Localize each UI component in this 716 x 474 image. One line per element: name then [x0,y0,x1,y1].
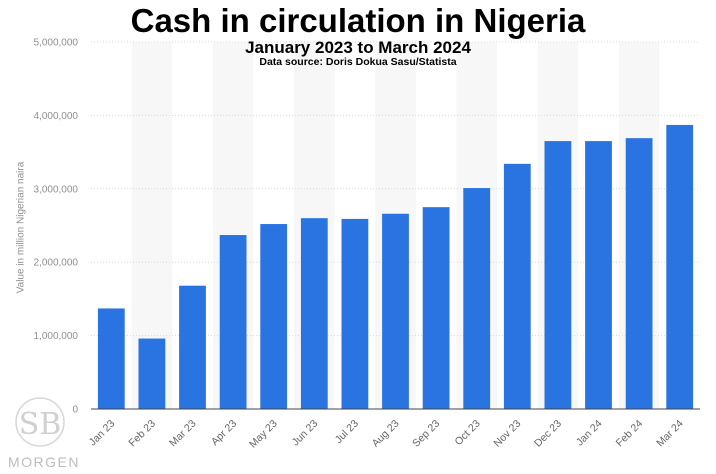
bar [382,213,409,409]
bar [503,163,531,409]
x-tick-label: Mar 24 [654,418,686,450]
y-tick-label: 0 [72,405,78,416]
y-tick-label: 1,000,000 [34,331,79,342]
bar [585,141,612,409]
y-axis-label: Value in million Nigerian naira [15,161,27,294]
chart-subtitle: January 2023 to March 2024 [245,38,471,57]
bars [97,124,694,410]
logo-wordmark: MORGEN [8,454,80,470]
y-tick-label: 5,000,000 [34,38,79,49]
x-tick-label: Dec 23 [532,418,564,450]
x-tick-label: May 23 [247,418,280,451]
bar [666,124,694,409]
y-tick-label: 3,000,000 [34,184,79,195]
data-source-note: Data source: Doris Dokua Sasu/Statista [259,56,457,68]
x-tick-label: Jan 23 [87,418,118,449]
bar [341,218,369,409]
bar [179,285,206,409]
x-tick-label: Sep 23 [410,418,442,450]
x-tick-label: Aug 23 [370,418,402,450]
x-tick-label: Mar 23 [167,418,199,450]
bar [97,308,125,409]
x-tick-label: Oct 23 [452,418,482,448]
logo-monogram: SB [19,407,62,442]
bar [463,188,491,409]
bar [300,218,328,409]
y-axis-tick-labels: 0 1,000,000 2,000,000 3,000,000 4,000,000 5,0… [34,38,79,416]
x-tick-label: Jun 23 [290,418,321,449]
x-tick-label: Apr 23 [209,418,239,448]
sb-morgen-logo: SB MORGEN [8,397,80,470]
x-tick-label: Feb 24 [614,418,646,450]
bar [625,138,653,410]
bar [422,207,450,409]
x-axis-tick-labels: Jan 23 Feb 23 Mar 23 Apr 23 May 23 Jun 23 Jul … [87,418,686,451]
y-tick-label: 2,000,000 [34,258,79,269]
bar [219,235,247,409]
x-tick-label: Jul 23 [333,418,361,446]
x-tick-label: Feb 23 [126,418,158,450]
x-tick-label: Jan 24 [574,418,605,449]
bar [260,224,288,409]
bar [544,141,572,409]
y-tick-label: 4,000,000 [34,111,79,122]
x-tick-label: Nov 23 [491,418,523,450]
chart-title: Cash in circulation in Nigeria [130,2,586,39]
bar [138,338,166,409]
